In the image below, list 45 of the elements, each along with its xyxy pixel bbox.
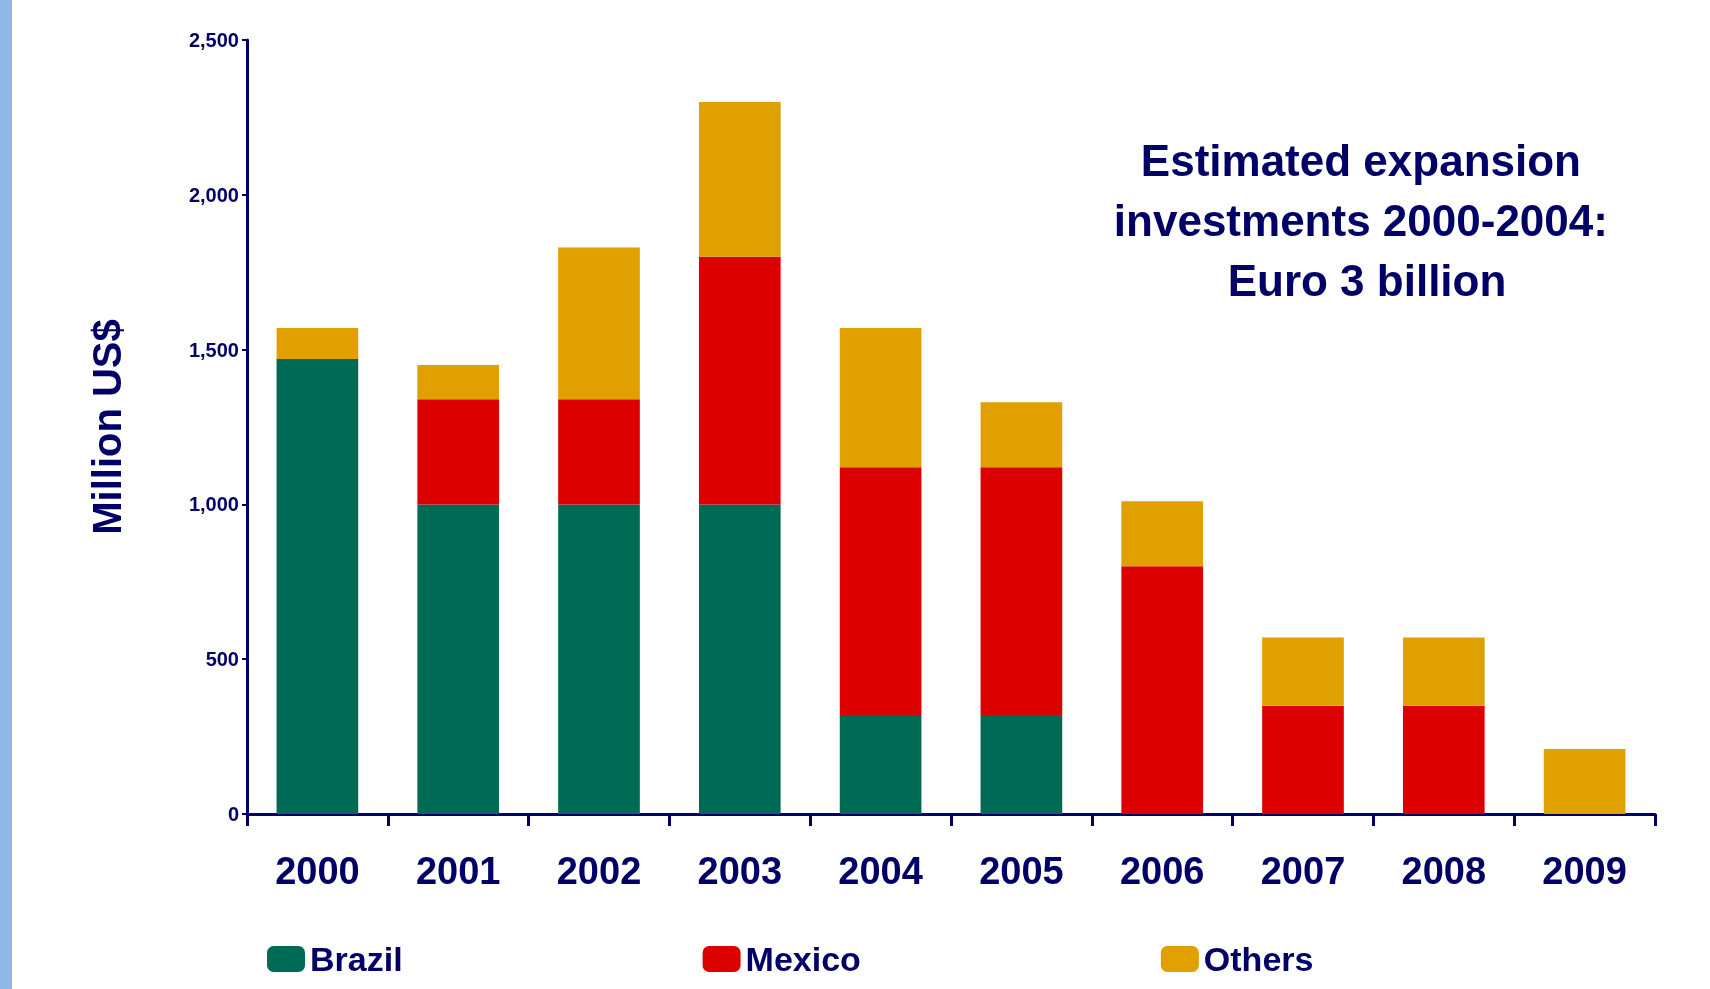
- bar: [417, 365, 500, 400]
- bar: [558, 504, 640, 814]
- bar: [558, 247, 640, 400]
- x-tick-label: 2003: [697, 850, 783, 892]
- x-tick-label: 2008: [1401, 850, 1487, 892]
- bar: [698, 256, 781, 505]
- bar: [558, 399, 640, 505]
- x-tick-label: 2009: [1542, 850, 1627, 892]
- legend-label: Others: [1203, 940, 1314, 978]
- bar: [980, 402, 1063, 468]
- bar: [276, 327, 359, 359]
- bar: [980, 467, 1063, 715]
- y-tick-label: 2,000: [188, 183, 239, 206]
- y-tick-label: 1,000: [188, 493, 239, 516]
- y-tick-label: 2,500: [188, 29, 239, 51]
- x-tick-label: 2002: [556, 850, 642, 892]
- y-tick-label: 500: [205, 648, 239, 671]
- bar: [1543, 748, 1626, 814]
- bar: [980, 714, 1063, 814]
- y-axis-title: Million US$: [85, 319, 129, 535]
- bar: [1402, 705, 1485, 814]
- bar: [839, 714, 922, 814]
- bar: [698, 504, 781, 814]
- bar: [698, 101, 781, 257]
- legend-label: Mexico: [745, 940, 861, 978]
- bar: [839, 467, 922, 715]
- x-tick-label: 2004: [838, 850, 923, 892]
- bar: [1402, 637, 1485, 706]
- x-tick-label: 2001: [415, 850, 501, 892]
- bar: [1121, 566, 1204, 814]
- text: Estimated expansion investments 2000-2004: Euro 3 billion: [1113, 135, 1621, 305]
- bar: [276, 358, 359, 814]
- x-tick-label: 2005: [979, 850, 1064, 892]
- bar: [1262, 637, 1344, 706]
- x-tick-label: 2000: [275, 850, 360, 892]
- bar: [1262, 705, 1344, 814]
- bar: [417, 504, 500, 814]
- legend-label: Brazil: [310, 940, 403, 978]
- bar: [839, 327, 922, 468]
- bar: [417, 399, 500, 505]
- bar: [1121, 501, 1204, 567]
- y-tick-label: 0: [227, 803, 239, 825]
- x-tick-label: 2006: [1119, 850, 1205, 892]
- y-tick-label: 1,500: [188, 338, 239, 361]
- x-tick-label: 2007: [1260, 850, 1346, 892]
